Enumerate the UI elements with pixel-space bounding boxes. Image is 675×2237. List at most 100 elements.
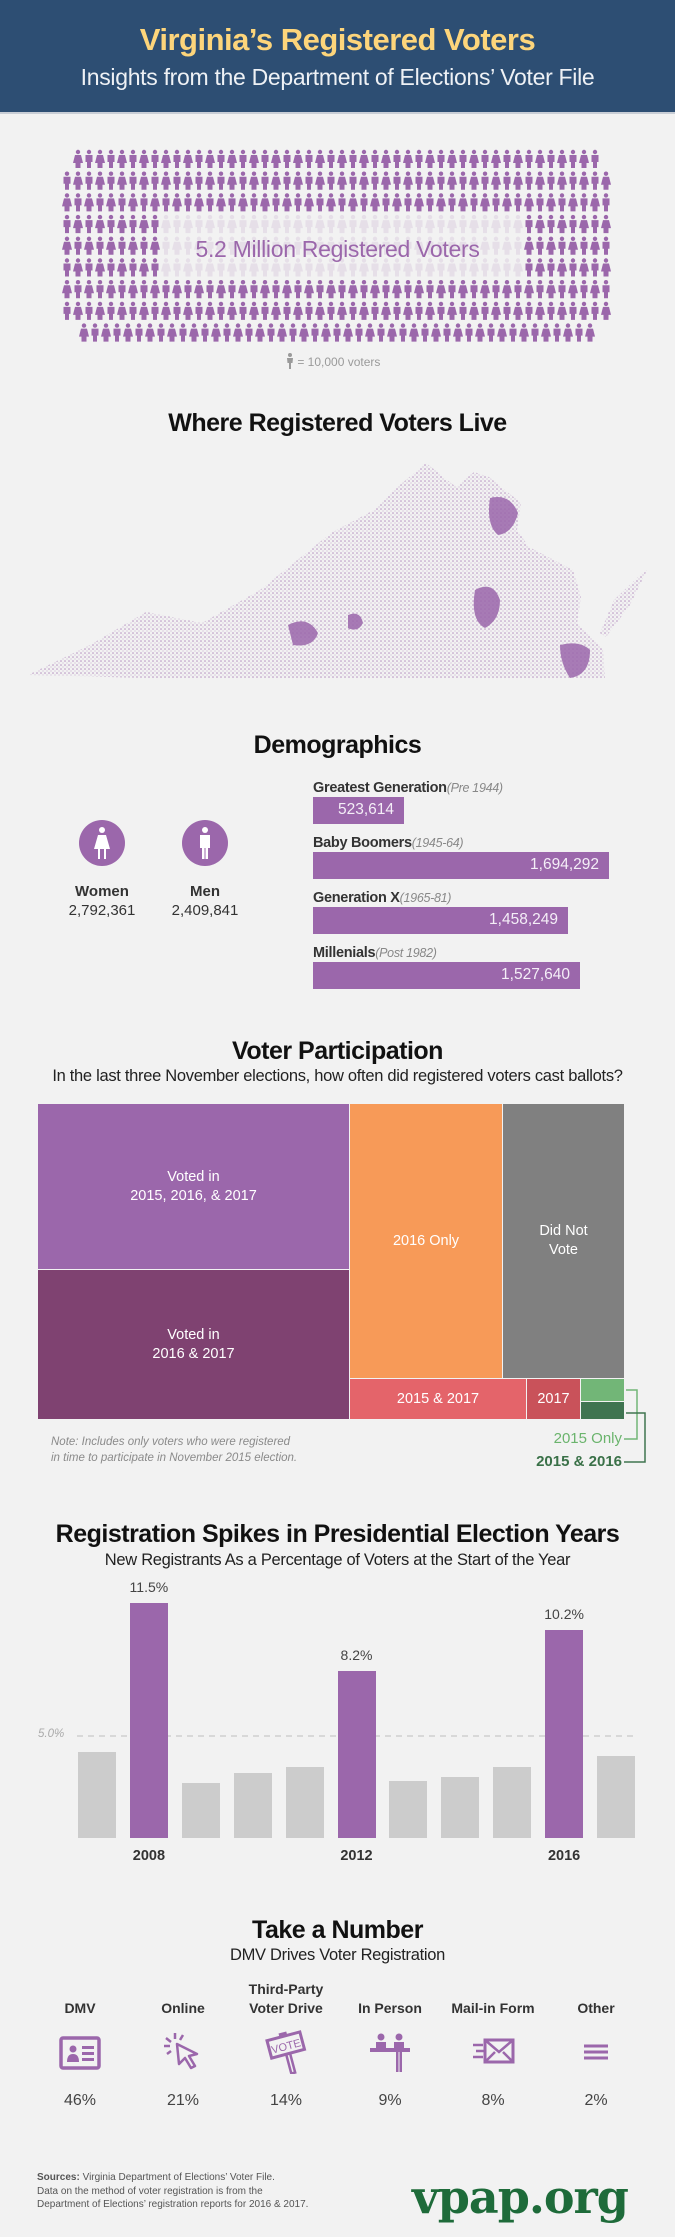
- person-icon: [172, 193, 182, 212]
- person-icon: [458, 236, 468, 255]
- person-icon: [271, 171, 281, 190]
- person-icon: [205, 258, 215, 277]
- person-icon: [211, 323, 221, 342]
- person-icon: [140, 193, 148, 212]
- person-icon: [425, 214, 435, 234]
- person-icon: [150, 280, 160, 299]
- person-icon: [338, 280, 346, 299]
- person-icon: [106, 193, 116, 212]
- person-icon: [161, 149, 171, 168]
- person-icon: [519, 323, 529, 342]
- treemap-cell-label: Did Not Vote: [539, 1223, 588, 1258]
- generation-value: 1,527,640: [501, 966, 570, 983]
- person-icon: [315, 301, 325, 320]
- person-icon: [513, 301, 523, 320]
- person-icon: [293, 214, 303, 234]
- person-icon: [381, 258, 391, 277]
- male-icon: [182, 820, 228, 866]
- method-label: Voter Drive: [249, 2000, 323, 2016]
- header-banner: [0, 0, 675, 114]
- person-icon: [360, 280, 368, 299]
- person-icon: [546, 193, 556, 212]
- participation-note-line1: Note: Includes only voters who were regi…: [51, 1436, 291, 1448]
- person-icon: [282, 193, 292, 212]
- person-icon: [558, 193, 566, 212]
- person-icon: [469, 149, 479, 168]
- generation-bar: 1,458,249: [313, 907, 568, 934]
- person-icon: [161, 171, 171, 190]
- person-icon: [63, 258, 71, 277]
- person-icon: [283, 149, 291, 168]
- person-icon: [206, 193, 214, 212]
- person-icon: [123, 323, 133, 342]
- person-icon: [437, 214, 445, 234]
- person-icon: [282, 236, 292, 255]
- person-icon: [349, 149, 357, 168]
- treemap-cell: [580, 1378, 625, 1402]
- person-icon: [447, 258, 457, 277]
- person-icon: [167, 323, 177, 342]
- person-icon: [289, 323, 297, 342]
- person-icon: [195, 149, 203, 168]
- person-icon: [150, 236, 160, 255]
- person-icon: [480, 280, 490, 299]
- person-icon: [107, 301, 115, 320]
- person-icon: [299, 323, 309, 342]
- person-icon: [84, 193, 94, 212]
- person-icon: [139, 214, 149, 234]
- person-icon: [321, 323, 331, 342]
- person-icon: [491, 214, 501, 234]
- person-icon: [267, 323, 275, 342]
- person-icon: [101, 323, 111, 342]
- person-icon: [371, 171, 379, 190]
- person-icon: [129, 171, 137, 190]
- treemap-cell: 2016 Only: [349, 1103, 503, 1379]
- person-icon: [96, 280, 104, 299]
- person-icon: [117, 301, 127, 320]
- person-icon: [557, 171, 567, 190]
- women-count: 2,792,361: [68, 902, 136, 919]
- person-icon: [503, 258, 511, 277]
- person-icon: [481, 171, 489, 190]
- person-icon: [535, 214, 545, 234]
- registration-bar: [233, 1772, 272, 1838]
- person-icon: [129, 214, 137, 234]
- person-icon: [392, 193, 402, 212]
- person-icon: [84, 280, 94, 299]
- person-icon: [277, 323, 287, 342]
- person-icon: [62, 193, 72, 212]
- person-icon: [287, 353, 293, 369]
- treemap-cell: 2015 & 2017: [349, 1378, 527, 1420]
- person-icon: [568, 193, 578, 212]
- person-icon: [437, 301, 445, 320]
- envelope-icon: [473, 2038, 515, 2064]
- person-icon: [179, 323, 187, 342]
- registration-bar: [493, 1766, 532, 1838]
- person-icon: [513, 149, 523, 168]
- callout-2015-2016: 2015 & 2016: [536, 1453, 622, 1470]
- person-icon: [349, 258, 357, 277]
- person-icon: [547, 258, 555, 277]
- person-icon: [338, 193, 346, 212]
- person-icon: [271, 149, 281, 168]
- person-icon: [514, 280, 522, 299]
- person-icon: [443, 323, 451, 342]
- person-icon: [294, 236, 302, 255]
- person-icon: [590, 193, 600, 212]
- person-icon: [250, 280, 258, 299]
- person-icon: [206, 280, 214, 299]
- vpap-logo[interactable]: vpap.org: [412, 2170, 629, 2224]
- person-icon: [249, 149, 259, 168]
- person-icon: [469, 258, 479, 277]
- person-icon: [272, 193, 280, 212]
- person-icon: [227, 149, 237, 168]
- person-icon: [459, 149, 467, 168]
- person-icon: [487, 323, 495, 342]
- person-icon: [502, 280, 512, 299]
- person-icon: [271, 301, 281, 320]
- registration-bar: [597, 1756, 635, 1838]
- person-icon: [172, 236, 182, 255]
- person-icon: [293, 301, 303, 320]
- person-icon: [304, 193, 314, 212]
- generation-bar: 523,614: [313, 797, 404, 824]
